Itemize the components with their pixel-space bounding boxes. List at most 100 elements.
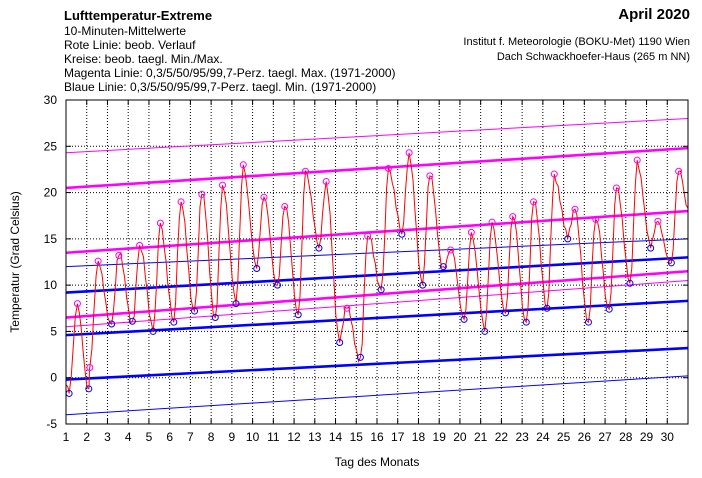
x-axis-label: Tag des Monats <box>335 455 420 469</box>
percentile-lines <box>65 118 689 416</box>
daily-max-marker <box>467 228 475 236</box>
daily-max-marker <box>115 252 123 260</box>
daily-max-marker <box>654 217 662 225</box>
observed-temperature-line <box>65 152 689 394</box>
daily-min-marker <box>543 304 551 312</box>
max-percentile-50 <box>65 209 689 255</box>
daily-max-marker <box>405 149 413 157</box>
daily-min-marker <box>460 315 468 323</box>
chart-title: Lufttemperatur-Extreme <box>64 8 213 23</box>
x-tick-label: 18 <box>412 430 426 444</box>
daily-max-marker <box>94 257 102 265</box>
x-tick-label: 27 <box>598 430 612 444</box>
subtitle-line-5: Blaue Linie: 0,3/5/50/95/99,7-Perz. taeg… <box>64 80 377 94</box>
daily-min-marker <box>626 279 634 287</box>
daily-min-marker <box>481 327 489 335</box>
daily-max-marker <box>509 213 517 221</box>
subtitle-line-2: Rote Linie: beob. Verlauf <box>64 38 196 52</box>
daily-min-marker <box>667 259 675 267</box>
location-label: Dach Schwackhoefer-Haus (265 m NN) <box>496 51 690 63</box>
x-tick-label: 5 <box>146 430 153 444</box>
daily-max-marker <box>612 184 620 192</box>
x-tick-label: 9 <box>229 430 236 444</box>
daily-min-marker <box>564 235 572 243</box>
daily-max-marker <box>633 156 641 164</box>
x-tick-label: 3 <box>104 430 111 444</box>
institute-label: Institut f. Meteorologie (BOKU-Met) 1190… <box>463 36 690 48</box>
daily-min-marker <box>315 244 323 252</box>
daily-max-marker <box>73 300 81 308</box>
x-tick-label: 10 <box>246 430 260 444</box>
daily-min-marker <box>419 281 427 289</box>
daily-max-marker <box>426 172 434 180</box>
daily-max-marker <box>177 198 185 206</box>
daily-extreme-circles <box>65 149 683 397</box>
y-tick-label: 20 <box>44 186 58 200</box>
x-tick-label: 11 <box>267 430 280 444</box>
daily-min-marker <box>605 305 613 313</box>
x-tick-label: 19 <box>433 430 447 444</box>
x-tick-label: 28 <box>619 430 633 444</box>
x-tick-label: 6 <box>166 430 173 444</box>
daily-min-marker <box>294 311 302 319</box>
subtitle-line-1: 10-Minuten-Mittelwerte <box>64 24 187 38</box>
daily-max-marker <box>156 219 164 227</box>
y-tick-label: 30 <box>44 93 58 107</box>
x-tick-label: 30 <box>661 430 675 444</box>
daily-min-marker <box>398 230 406 238</box>
min-percentile-5 <box>65 346 689 381</box>
daily-max-marker <box>343 304 351 312</box>
daily-max-marker <box>86 364 94 372</box>
max-percentile-95 <box>65 146 689 190</box>
x-tick-label: 12 <box>287 430 301 444</box>
x-tick-label: 13 <box>308 430 322 444</box>
x-tick-label: 20 <box>453 430 467 444</box>
daily-min-marker <box>170 318 178 326</box>
daily-max-marker <box>550 170 558 178</box>
y-tick-label: 0 <box>50 371 57 385</box>
daily-max-marker <box>364 232 372 240</box>
min-percentile-0-3 <box>65 375 689 416</box>
x-tick-label: 1 <box>63 430 70 444</box>
subtitle-line-3: Kreise: beob. taegl. Min./Max. <box>64 52 223 66</box>
subtitle-line-4: Magenta Linie: 0,3/5/50/95/99,7-Perz. ta… <box>64 66 396 80</box>
max-percentile-99-7 <box>65 118 689 154</box>
daily-min-marker <box>522 318 530 326</box>
daily-max-marker <box>198 190 206 198</box>
daily-max-marker <box>136 241 144 249</box>
daily-min-marker <box>273 281 281 289</box>
x-tick-label: 21 <box>474 430 488 444</box>
daily-min-marker <box>149 327 157 335</box>
daily-min-marker <box>439 263 447 271</box>
daily-min-marker <box>253 264 261 272</box>
daily-max-marker <box>675 167 683 175</box>
x-tick-label: 16 <box>370 430 384 444</box>
x-tick-label: 2 <box>83 430 90 444</box>
x-tick-label: 25 <box>557 430 571 444</box>
daily-max-marker <box>488 218 496 226</box>
daily-min-marker <box>584 318 592 326</box>
x-tick-label: 24 <box>536 430 550 444</box>
daily-min-marker <box>502 309 510 317</box>
y-tick-label: 25 <box>44 139 58 153</box>
x-tick-label: 7 <box>187 430 194 444</box>
daily-min-marker <box>211 314 219 322</box>
daily-min-marker <box>85 385 93 393</box>
y-tick-label: 15 <box>44 232 58 246</box>
y-tick-label: 10 <box>44 278 58 292</box>
min-percentile-99-7 <box>65 238 689 268</box>
daily-min-marker <box>108 320 116 328</box>
daily-max-marker <box>592 215 600 223</box>
x-tick-label: 26 <box>578 430 592 444</box>
x-tick-label: 15 <box>350 430 364 444</box>
min-percentile-50 <box>65 299 689 337</box>
daily-max-marker <box>571 205 579 213</box>
daily-max-marker <box>301 167 309 175</box>
daily-min-marker <box>647 244 655 252</box>
daily-min-marker <box>377 286 385 294</box>
daily-max-marker <box>219 181 227 189</box>
y-tick-label: -5 <box>46 417 57 431</box>
max-percentile-5 <box>65 269 689 319</box>
daily-min-marker <box>191 307 199 315</box>
